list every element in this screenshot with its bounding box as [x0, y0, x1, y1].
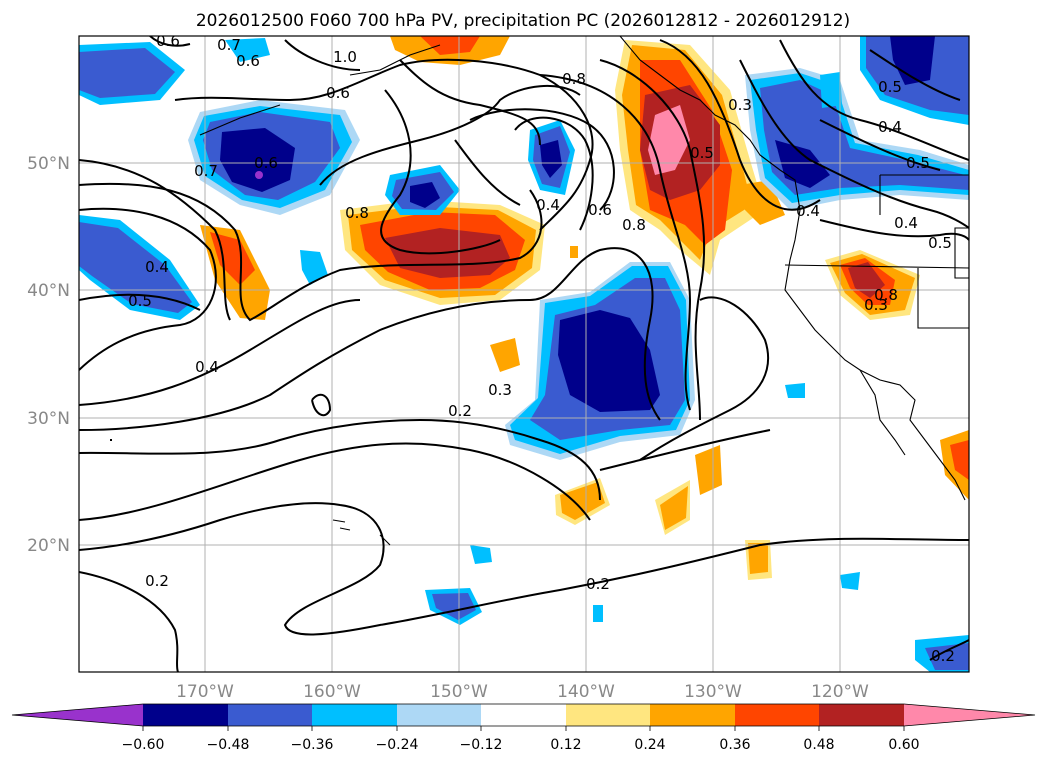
colorbar-segment [481, 704, 566, 726]
cool-region-west [188, 100, 360, 215]
contour-label: 0.4 [145, 258, 169, 276]
cool-small-blobs [225, 38, 969, 672]
colorbar-extend-right [904, 704, 1035, 726]
warm-region-top [390, 36, 510, 65]
colorbar-segment [397, 704, 481, 726]
cool-region-central [505, 262, 695, 460]
colorbar-tick-label: 0.12 [550, 737, 581, 753]
lon-label-160w: 160°W [303, 682, 361, 702]
colorbar-extend-left [12, 704, 143, 726]
contour-label: 1.0 [333, 48, 357, 66]
contour-label: 0.8 [874, 286, 898, 304]
colorbar-tick-label: −0.24 [376, 737, 419, 753]
contour-label: 0.4 [536, 196, 560, 214]
figure-title: 2026012500 F060 700 hPa PV, precipitatio… [196, 11, 850, 31]
contour-label: 0.6 [236, 52, 260, 70]
gridlines [79, 36, 969, 672]
contour-label: 0.7 [194, 162, 218, 180]
contour-label: 0.4 [878, 118, 902, 136]
colorbar-segment [312, 704, 397, 726]
pv-contours [79, 36, 969, 672]
contour-label: 0.6 [326, 84, 350, 102]
contour-label: 0.8 [562, 70, 586, 88]
contour-label: 0.5 [690, 144, 714, 162]
lat-label-30n: 30°N [27, 409, 70, 429]
colorbar-segment [735, 704, 819, 726]
colorbar-tick-label: 0.36 [719, 737, 750, 753]
contour-label: 0.5 [928, 234, 952, 252]
map-frame [78, 35, 970, 673]
contour-label: 0.5 [128, 292, 152, 310]
lon-label-170w: 170°W [176, 682, 234, 702]
lon-label-150w: 150°W [430, 682, 488, 702]
colorbar-segment [819, 704, 904, 726]
colorbar-segment [650, 704, 735, 726]
contour-label: 0.6 [588, 201, 612, 219]
contour-label: 0.8 [622, 216, 646, 234]
contour-label: 0.8 [345, 204, 369, 222]
contour-label: 0.2 [931, 647, 955, 665]
contour-label: 0.2 [586, 575, 610, 593]
lat-label-20n: 20°N [27, 536, 70, 556]
contour-label: 0.4 [796, 202, 820, 220]
contour-label: 0.2 [145, 572, 169, 590]
lon-label-120w: 120°W [811, 682, 869, 702]
warm-region-california-offshore [825, 250, 920, 320]
colorbar-tick-label: −0.60 [122, 737, 165, 753]
lon-label-130w: 130°W [684, 682, 742, 702]
colorbar-tick-label: −0.12 [460, 737, 503, 753]
lat-label-50n: 50°N [27, 154, 70, 174]
contour-label: 0.3 [728, 96, 752, 114]
contour-label: 0.5 [906, 154, 930, 172]
colorbar-tick-label: −0.36 [291, 737, 334, 753]
colorbar-segment [228, 704, 312, 726]
contour-label: 0.6 [254, 154, 278, 172]
lat-axis-labels: 50°N 40°N 30°N 20°N [27, 154, 70, 556]
map-area: 0.6 0.7 1.0 0.6 0.7 0.6 0.8 0.8 0.3 0.5 … [79, 32, 969, 672]
warm-small-blobs [490, 246, 969, 580]
colorbar-segment [143, 704, 228, 726]
contour-labels: 0.6 0.7 1.0 0.6 0.7 0.6 0.8 0.8 0.3 0.5 … [128, 32, 955, 665]
lon-label-140w: 140°W [557, 682, 615, 702]
colorbar-tick-label: 0.24 [634, 737, 665, 753]
colorbar: −0.60 −0.48 −0.36 −0.24 −0.12 0.12 0.24 … [11, 703, 1036, 753]
contour-label: 0.2 [448, 402, 472, 420]
contour-label: 0.6 [156, 32, 180, 50]
contour-label: 0.4 [894, 214, 918, 232]
warm-region-gulf-of-alaska [615, 40, 765, 275]
cool-region-top-left [79, 42, 185, 105]
lon-axis-labels: 170°W 160°W 150°W 140°W 130°W 120°W [176, 682, 869, 702]
contour-label: 0.3 [488, 381, 512, 399]
lat-label-40n: 40°N [27, 281, 70, 301]
colorbar-tick-label: 0.48 [803, 737, 834, 753]
contour-label: 0.5 [878, 78, 902, 96]
contour-label: 0.7 [217, 36, 241, 54]
contour-label: 0.4 [195, 358, 219, 376]
colorbar-tick-label: 0.60 [888, 737, 919, 753]
contour-label: 0.3 [864, 296, 888, 314]
colorbar-tick-label: −0.48 [207, 737, 250, 753]
colorbar-segment [566, 704, 650, 726]
cool-region-top-right [860, 36, 969, 125]
